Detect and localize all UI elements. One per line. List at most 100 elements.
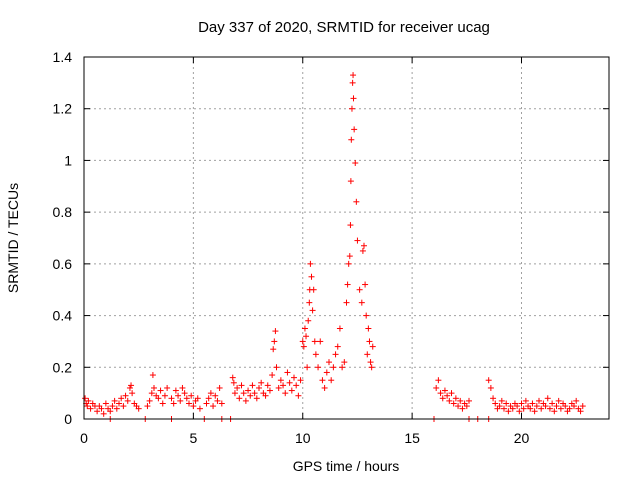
data-point xyxy=(349,79,356,86)
x-axis-label: GPS time / hours xyxy=(293,458,400,474)
y-axis-label: SRMTID / TECUs xyxy=(5,183,21,293)
data-point xyxy=(288,387,295,394)
data-point xyxy=(183,395,190,402)
data-point xyxy=(229,374,236,381)
data-point xyxy=(319,377,326,384)
data-point xyxy=(522,397,529,404)
data-point xyxy=(148,390,155,397)
data-point xyxy=(315,364,322,371)
data-point xyxy=(551,408,558,415)
data-point xyxy=(348,136,355,143)
data-point xyxy=(368,364,375,371)
data-point xyxy=(168,395,175,402)
data-point xyxy=(286,379,293,386)
y-tick-label: 1 xyxy=(64,152,72,168)
data-point xyxy=(311,338,318,345)
data-point xyxy=(264,382,271,389)
data-point xyxy=(186,400,192,407)
data-point xyxy=(562,403,569,410)
data-point xyxy=(533,403,540,410)
data-point xyxy=(498,397,505,404)
data-point xyxy=(441,387,448,394)
x-tick-label: 20 xyxy=(514,430,530,446)
data-point xyxy=(301,325,308,332)
data-point xyxy=(485,377,492,384)
plot-frame xyxy=(83,56,610,420)
data-point xyxy=(188,392,195,399)
data-point xyxy=(339,364,346,371)
data-point xyxy=(266,387,273,394)
data-point xyxy=(307,260,314,267)
data-point xyxy=(362,281,369,288)
data-point xyxy=(297,377,304,384)
data-point xyxy=(435,377,442,384)
data-point xyxy=(253,395,260,402)
data-point xyxy=(100,410,107,417)
data-point xyxy=(348,105,355,112)
data-point xyxy=(161,392,168,399)
data-point xyxy=(107,408,114,415)
data-point xyxy=(251,390,258,397)
data-point xyxy=(457,397,464,404)
data-point xyxy=(196,405,203,412)
data-point xyxy=(317,338,324,345)
data-point xyxy=(354,237,361,244)
data-point xyxy=(300,343,307,350)
data-point xyxy=(234,384,241,391)
y-tick-label: 0.8 xyxy=(53,204,73,220)
data-point xyxy=(549,400,556,407)
data-point xyxy=(351,126,358,133)
data-point xyxy=(299,338,306,345)
data-point xyxy=(577,408,584,415)
data-point xyxy=(531,408,538,415)
data-point xyxy=(356,286,363,293)
data-point xyxy=(501,405,507,412)
data-point xyxy=(207,390,214,397)
data-point xyxy=(369,343,376,350)
data-point xyxy=(306,299,313,306)
data-point xyxy=(291,374,297,381)
data-point xyxy=(170,400,177,407)
data-point xyxy=(350,95,357,102)
data-point xyxy=(280,382,287,389)
data-point xyxy=(328,377,335,384)
data-point xyxy=(309,307,316,314)
data-point xyxy=(212,392,219,399)
data-point xyxy=(487,384,494,391)
data-point xyxy=(113,405,120,412)
data-point xyxy=(157,387,164,394)
data-point xyxy=(293,382,300,389)
data-point xyxy=(109,403,116,410)
x-tick-label: 5 xyxy=(189,430,197,446)
data-point xyxy=(242,397,249,404)
data-point xyxy=(353,198,360,205)
data-point xyxy=(284,369,291,376)
data-point xyxy=(155,395,162,402)
data-point xyxy=(271,338,278,345)
data-point xyxy=(579,403,586,410)
data-point xyxy=(455,403,462,410)
data-point xyxy=(98,405,105,412)
data-point xyxy=(205,395,212,402)
data-point xyxy=(433,384,440,391)
data-point xyxy=(275,384,282,391)
data-point xyxy=(520,405,527,412)
x-tick-label: 10 xyxy=(295,430,311,446)
data-point xyxy=(538,405,545,412)
data-point xyxy=(573,397,580,404)
data-point xyxy=(308,273,315,280)
data-point xyxy=(149,372,156,379)
data-point xyxy=(365,325,372,332)
data-point xyxy=(459,405,466,412)
y-tick-label: 1.2 xyxy=(53,101,73,117)
data-point xyxy=(571,403,577,410)
data-point xyxy=(82,395,89,402)
data-point xyxy=(124,397,131,404)
data-point xyxy=(516,408,523,415)
data-point xyxy=(144,403,151,410)
y-tick-label: 1.4 xyxy=(53,49,73,65)
data-point xyxy=(557,405,564,412)
data-point xyxy=(321,384,328,391)
